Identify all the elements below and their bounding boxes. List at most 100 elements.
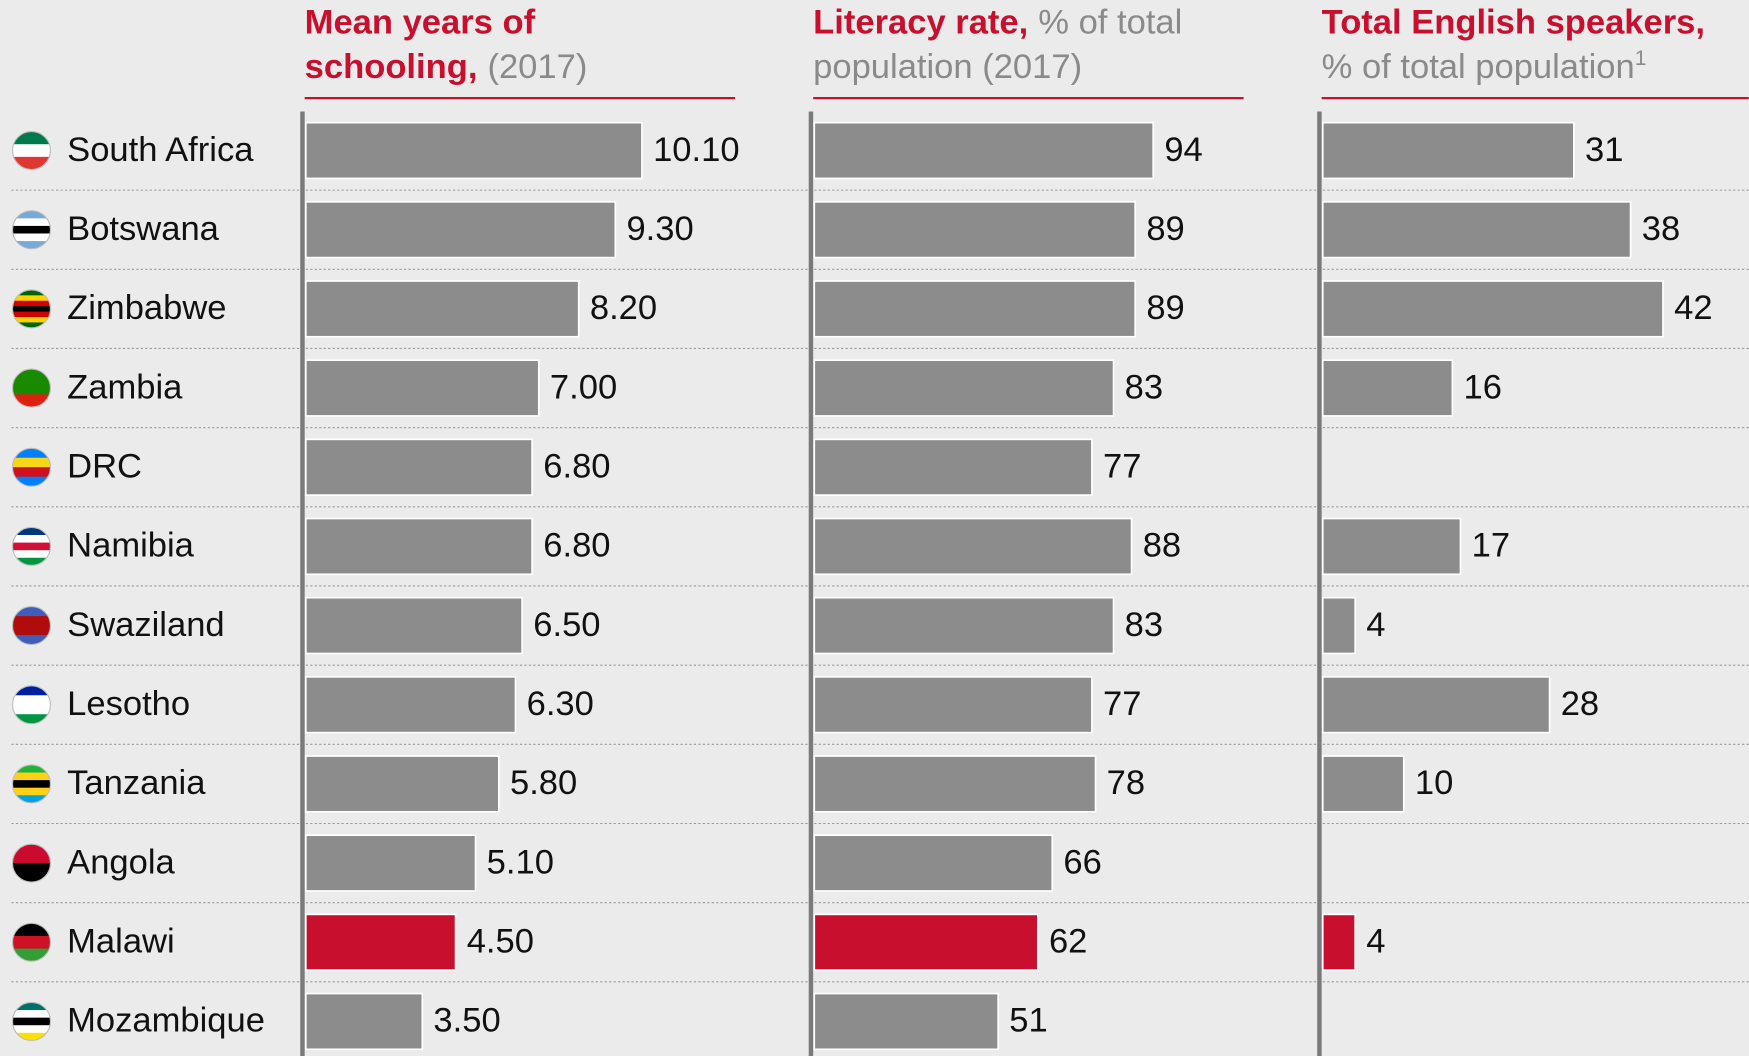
flag-stripe <box>12 685 51 696</box>
flag-stripe <box>12 1032 51 1041</box>
category-label: Angola <box>67 843 175 881</box>
flag <box>12 289 51 328</box>
bar <box>1321 200 1632 259</box>
value-label: 16 <box>1464 368 1502 406</box>
category-label: Lesotho <box>67 685 190 723</box>
value-label: 17 <box>1472 527 1510 565</box>
flag-border <box>11 526 51 566</box>
bar <box>813 200 1137 259</box>
flag-stripe <box>12 780 51 789</box>
flag-stripe <box>12 381 51 395</box>
flag <box>12 764 51 803</box>
title-part: Literacy rate, <box>813 4 1028 42</box>
value-label: 89 <box>1146 210 1184 248</box>
flag-border <box>11 368 51 408</box>
value-label: 28 <box>1561 685 1599 723</box>
value-label: 77 <box>1103 447 1141 485</box>
flag-border <box>11 922 51 962</box>
panel-title: % of total population1 <box>1322 47 1647 87</box>
flag-stripe <box>12 156 51 170</box>
title-part: (2017) <box>487 48 587 86</box>
flag <box>12 448 51 487</box>
bar <box>304 596 523 655</box>
flag-border <box>11 210 51 250</box>
bar <box>813 913 1039 971</box>
title-part: 1 <box>1635 47 1647 70</box>
flag <box>12 1002 51 1041</box>
flag-stripe <box>12 923 51 937</box>
flag-stripe <box>12 625 51 636</box>
value-label: 88 <box>1143 527 1181 565</box>
bar <box>813 676 1093 734</box>
value-label: 38 <box>1642 210 1680 248</box>
bar <box>813 755 1097 813</box>
flag-stripe <box>12 1017 51 1026</box>
flag <box>12 369 51 408</box>
flag-stripe <box>12 795 51 803</box>
flag-stripe <box>12 144 51 158</box>
flag-stripe <box>12 311 51 318</box>
panel-title: population (2017) <box>813 48 1082 86</box>
bar <box>1321 596 1357 655</box>
category-label: Zimbabwe <box>67 289 226 327</box>
flag <box>12 606 51 645</box>
bar <box>1321 121 1575 180</box>
flag-stripe <box>12 557 51 566</box>
value-label: 6.50 <box>533 606 600 644</box>
value-label: 9.30 <box>626 210 693 248</box>
bar <box>1321 913 1357 971</box>
flag-stripe <box>12 131 51 145</box>
value-label: 83 <box>1125 606 1163 644</box>
category-label: South Africa <box>67 131 254 169</box>
title-part: Mean years of <box>305 4 536 42</box>
bar <box>813 834 1054 892</box>
value-label: 6.30 <box>527 685 594 723</box>
bar <box>1321 755 1405 813</box>
flag-stripe <box>12 714 51 724</box>
bar <box>813 517 1133 576</box>
panel-title: schooling, (2017) <box>305 48 588 86</box>
flag <box>12 844 51 883</box>
category-label: Tanzania <box>67 764 206 802</box>
value-label: 4.50 <box>467 922 534 960</box>
value-label: 6.80 <box>543 447 610 485</box>
bar <box>813 438 1093 496</box>
flag-stripe <box>12 241 51 249</box>
flag-stripe <box>12 289 51 296</box>
flag-stripe <box>12 306 51 313</box>
flag-stripe <box>12 467 51 478</box>
bar <box>1321 359 1454 417</box>
flag <box>12 685 51 724</box>
bar <box>813 992 1000 1051</box>
flag-stripe <box>12 606 51 617</box>
bar <box>304 755 500 813</box>
value-label: 78 <box>1107 764 1145 802</box>
value-label: 10 <box>1415 764 1453 802</box>
value-label: 66 <box>1063 843 1101 881</box>
flag-border <box>11 685 51 725</box>
flag-border <box>11 447 51 487</box>
flag-border <box>11 131 51 171</box>
bar <box>304 121 643 180</box>
bar <box>813 359 1115 417</box>
bar <box>813 121 1155 180</box>
flag-stripe <box>12 317 51 323</box>
flag <box>12 131 51 170</box>
value-label: 94 <box>1164 131 1202 169</box>
flag-stripe <box>12 772 51 781</box>
bar <box>813 596 1115 655</box>
flag <box>12 210 51 249</box>
flag-stripe <box>12 787 51 796</box>
category-label: DRC <box>67 447 142 485</box>
bar <box>304 834 477 892</box>
bar <box>304 992 424 1051</box>
category-label: Mozambique <box>67 1002 265 1040</box>
value-label: 62 <box>1049 922 1087 960</box>
bar <box>304 280 580 338</box>
bar <box>1321 280 1664 338</box>
bar <box>304 517 533 576</box>
flag-stripe <box>12 476 51 487</box>
bar <box>813 280 1137 338</box>
flag-stripe <box>12 853 51 864</box>
